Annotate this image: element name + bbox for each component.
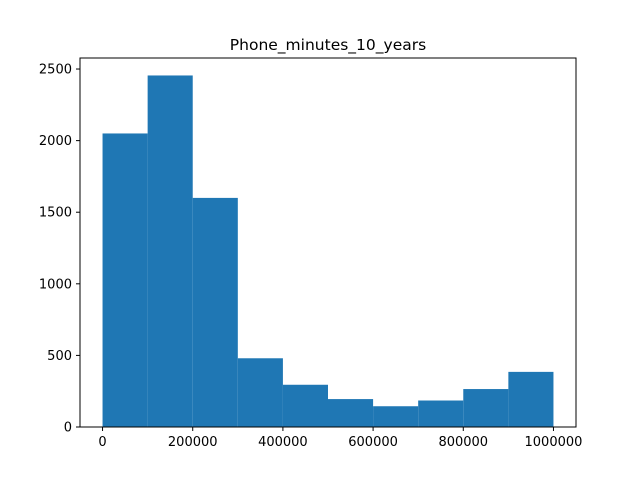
bars-group: [102, 75, 554, 427]
histogram-bar-1: [102, 133, 148, 427]
x-tick-label: 800000: [438, 435, 488, 450]
histogram-bar-9: [463, 389, 509, 427]
chart-title: Phone_minutes_10_years: [230, 36, 426, 55]
y-axis-ticks: 0 500 1000 1500 2000 2500: [39, 63, 80, 436]
y-tick-label: 2000: [39, 134, 72, 149]
histogram-bar-2: [147, 75, 193, 427]
histogram-bar-4: [237, 358, 283, 427]
x-tick-label: 0: [98, 435, 106, 450]
y-tick-label: 1500: [39, 206, 72, 221]
histogram-bar-8: [418, 400, 464, 427]
x-axis-ticks: 0 200000 400000 600000 800000 1000000: [98, 427, 582, 450]
y-tick-label: 0: [64, 421, 72, 436]
x-tick-label: 400000: [258, 435, 308, 450]
x-tick-label: 200000: [168, 435, 218, 450]
plot-area-frame: [79, 57, 577, 428]
x-tick-label: 600000: [348, 435, 398, 450]
histogram-bar-5: [282, 384, 328, 427]
histogram-bar-10: [508, 371, 554, 427]
histogram-bar-6: [328, 399, 374, 427]
y-tick-label: 2500: [39, 63, 72, 78]
y-tick-label: 1000: [39, 277, 72, 292]
histogram-bar-3: [192, 197, 238, 427]
x-tick-label: 1000000: [525, 435, 583, 450]
y-tick-label: 500: [47, 349, 72, 364]
histogram-bar-7: [373, 406, 419, 427]
